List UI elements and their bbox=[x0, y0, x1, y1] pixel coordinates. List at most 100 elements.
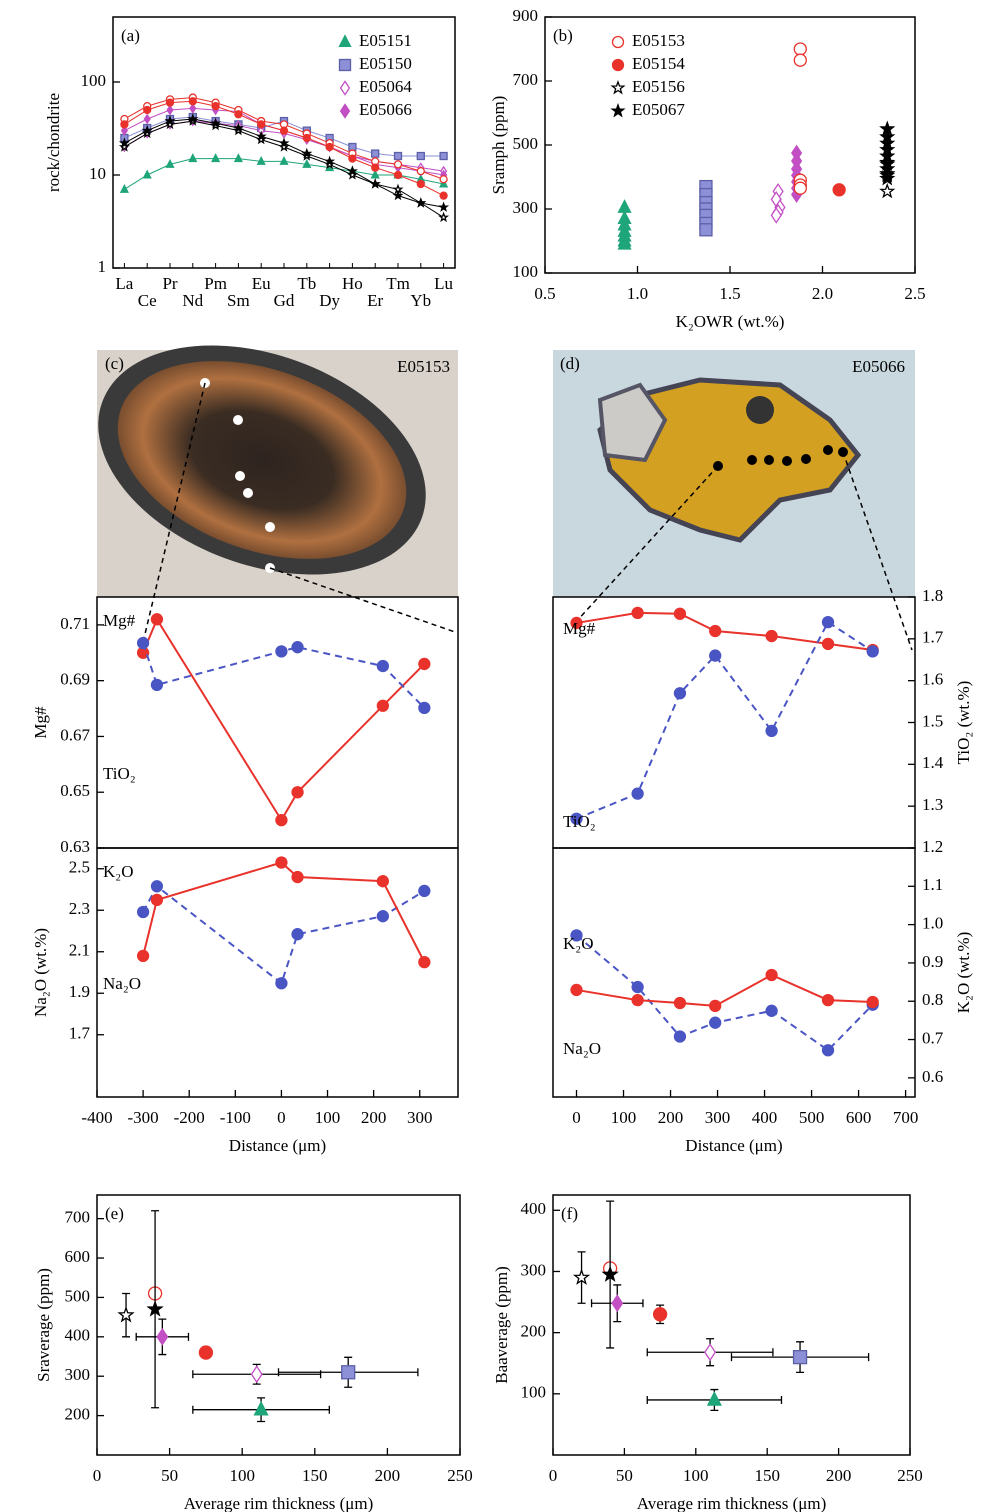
x-tick-label: 50 bbox=[616, 1466, 633, 1485]
marker bbox=[438, 201, 450, 212]
marker bbox=[257, 120, 266, 129]
marker bbox=[291, 928, 304, 941]
marker bbox=[118, 137, 130, 148]
connectors bbox=[139, 382, 913, 656]
marker bbox=[198, 1345, 214, 1360]
marker bbox=[765, 1004, 778, 1017]
x-tick-label: -200 bbox=[174, 1108, 205, 1127]
marker bbox=[821, 637, 835, 651]
marker bbox=[376, 699, 389, 712]
series-line bbox=[142, 642, 426, 709]
marker bbox=[418, 701, 431, 715]
marker bbox=[416, 167, 425, 176]
marker bbox=[165, 98, 175, 107]
y2-tick-label: 1.4 bbox=[922, 753, 944, 772]
x-tick-label: Pm bbox=[204, 274, 227, 293]
y2-axis-label: K₂O (wt.%) bbox=[954, 932, 973, 1013]
series-label: Mg# bbox=[103, 611, 136, 630]
marker bbox=[699, 223, 713, 237]
marker bbox=[418, 955, 431, 969]
legend-marker bbox=[611, 35, 625, 49]
marker bbox=[765, 968, 778, 982]
marker bbox=[250, 1365, 263, 1384]
x-tick-label: 150 bbox=[754, 1466, 780, 1485]
y2-tick-label: 0.6 bbox=[922, 1067, 943, 1086]
marker bbox=[438, 211, 450, 223]
marker bbox=[275, 645, 288, 658]
marker bbox=[143, 113, 151, 125]
marker bbox=[141, 124, 153, 136]
marker bbox=[415, 197, 427, 208]
marker bbox=[348, 154, 357, 163]
y-tick-label: 2.3 bbox=[69, 899, 90, 918]
marker bbox=[150, 613, 164, 626]
marker bbox=[302, 158, 312, 168]
marker bbox=[275, 813, 288, 827]
marker bbox=[709, 649, 722, 662]
marker bbox=[150, 678, 164, 691]
marker bbox=[393, 151, 403, 161]
marker bbox=[291, 870, 304, 884]
marker bbox=[821, 993, 835, 1007]
marker bbox=[302, 133, 311, 143]
plot-frame bbox=[544, 16, 916, 274]
marker bbox=[866, 995, 879, 1009]
marker bbox=[234, 110, 243, 119]
y-tick-label: 300 bbox=[521, 1260, 547, 1279]
y2-tick-label: 1.7 bbox=[922, 628, 944, 647]
marker bbox=[631, 980, 644, 994]
marker bbox=[617, 235, 632, 250]
marker bbox=[709, 999, 722, 1013]
marker bbox=[253, 1400, 269, 1416]
y-tick-label: 10 bbox=[89, 164, 106, 183]
plot-frame bbox=[552, 596, 916, 849]
marker bbox=[150, 880, 164, 893]
x-tick-label: 100 bbox=[315, 1108, 341, 1127]
y-tick-label: 500 bbox=[65, 1286, 91, 1305]
y2-tick-label: 1.2 bbox=[922, 837, 943, 856]
marker bbox=[255, 133, 267, 145]
marker bbox=[156, 1327, 169, 1346]
legend-label: E05156 bbox=[632, 77, 685, 96]
marker bbox=[611, 1294, 624, 1313]
marker bbox=[793, 53, 807, 67]
y-tick-label: 200 bbox=[521, 1322, 547, 1341]
marker bbox=[232, 122, 244, 133]
marker bbox=[119, 183, 129, 193]
x-tick-label: Tm bbox=[386, 274, 410, 293]
x-tick-label: 100 bbox=[611, 1108, 637, 1127]
y-axis-label: Sraverage (ppm) bbox=[34, 1268, 53, 1382]
x-tick-label: 200 bbox=[361, 1108, 387, 1127]
y-axis-label: rock/chondrite bbox=[44, 93, 63, 192]
series-label: Mg# bbox=[563, 619, 596, 638]
inclusion bbox=[746, 396, 774, 424]
marker bbox=[376, 875, 389, 888]
x-tick-label: Gd bbox=[274, 291, 295, 310]
y2-tick-label: 1.3 bbox=[922, 795, 943, 814]
series-line bbox=[576, 620, 874, 820]
spots bbox=[200, 378, 275, 573]
panel-label: (f) bbox=[561, 1204, 578, 1223]
y-tick-label: 1.9 bbox=[69, 982, 90, 1001]
x-tick-label: 250 bbox=[447, 1466, 473, 1485]
y-tick-label: 2.5 bbox=[69, 858, 90, 877]
x-tick-label: Tb bbox=[297, 274, 316, 293]
marker bbox=[673, 687, 687, 700]
marker bbox=[255, 130, 267, 142]
y-tick-label: 0.71 bbox=[60, 614, 90, 633]
x-tick-label: 1.0 bbox=[627, 284, 648, 303]
marker bbox=[631, 787, 644, 800]
y-tick-label: 0.65 bbox=[60, 781, 90, 800]
x-tick-label: Nd bbox=[182, 291, 203, 310]
panel-label: (a) bbox=[121, 26, 140, 45]
x-tick-label: Pr bbox=[162, 274, 177, 293]
x-axis-label: Distance (μm) bbox=[229, 1136, 326, 1155]
marker bbox=[570, 983, 583, 997]
marker bbox=[416, 179, 425, 189]
marker bbox=[136, 905, 150, 919]
series-label: TiO₂ bbox=[103, 764, 136, 783]
x-tick-label: Ho bbox=[342, 274, 363, 293]
legend-label: E05153 bbox=[632, 31, 685, 50]
marker bbox=[832, 183, 846, 197]
